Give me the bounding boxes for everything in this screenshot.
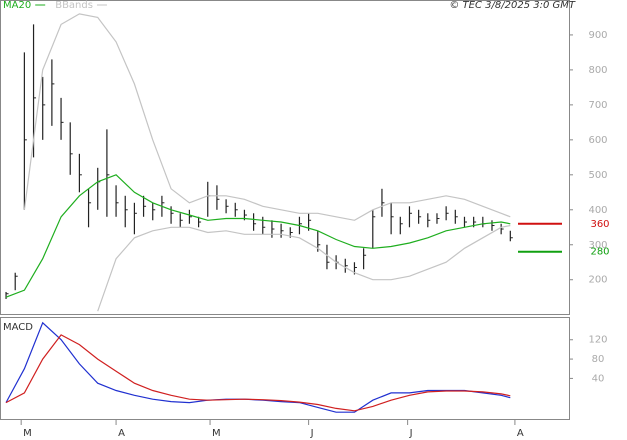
y-tick-label: 500 [588,170,607,181]
price-panel [0,0,570,315]
x-tick-label: M [212,428,221,439]
y-tick-label: 300 [588,240,607,251]
bband-upper [23,13,511,221]
x-tick-label: M [23,428,32,439]
y-tick-label: 800 [588,65,607,76]
macd-line [5,334,511,412]
bband-lower [97,224,511,312]
legend-label: BBands [55,0,93,11]
level-label: 360 [590,219,609,230]
panel-title: MACD [3,322,33,333]
y-tick-label: 40 [592,373,605,384]
legend-label: MA20 [3,0,31,11]
ma20-line [5,174,511,298]
y-tick-label: 900 [588,30,607,41]
x-tick-label: J [409,428,413,439]
y-tick-label: 200 [588,275,607,286]
x-tick-label: A [118,428,125,439]
y-tick-label: 80 [592,354,605,365]
macd-panel [0,317,570,420]
y-tick-label: 700 [588,100,607,111]
x-tick-label: A [517,428,524,439]
chart-title: © TEC 3/8/2025 3:0 GMT [449,0,576,11]
x-tick-label: J [310,428,314,439]
y-tick-label: 120 [588,335,607,346]
y-tick-label: 400 [588,205,607,216]
y-tick-label: 600 [588,135,607,146]
level-label: 280 [590,247,609,258]
macd-line [5,321,511,413]
